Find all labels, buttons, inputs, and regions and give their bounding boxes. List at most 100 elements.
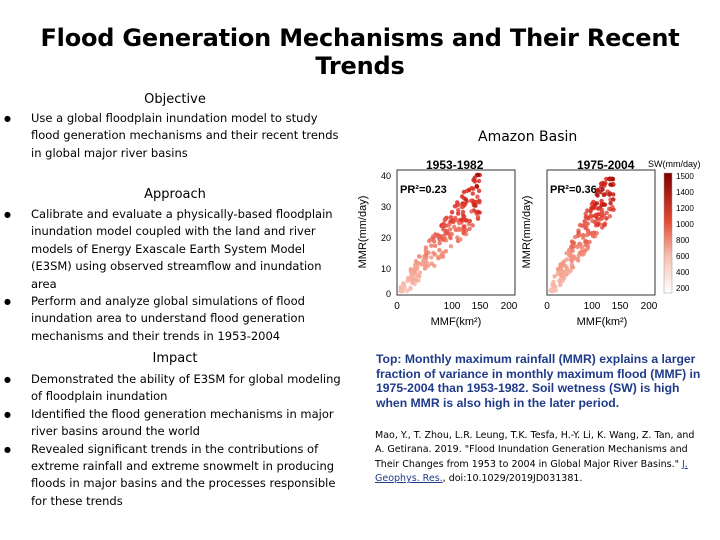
scatter-point — [423, 248, 428, 254]
scatter-point — [461, 230, 466, 235]
scatter-point — [452, 204, 458, 209]
panel-2: 1975-2004 PR²=0.36 0 100 150 200 MMF(km²… — [521, 158, 658, 328]
scatter-point — [429, 243, 434, 248]
colorbar-tick: 800 — [676, 236, 690, 245]
citation-journal-link[interactable]: J. Geophys. Res. — [375, 458, 688, 485]
panel-1-title: 1953-1982 — [426, 158, 484, 172]
scatter-point — [448, 235, 453, 241]
scatter-point — [599, 207, 604, 213]
scatter-point — [440, 250, 446, 255]
scatter-point — [476, 172, 481, 178]
scatter-point — [413, 259, 419, 264]
approach-item: Calibrate and evaluate a physically-base… — [4, 206, 349, 293]
panel-2-title: 1975-2004 — [577, 158, 635, 172]
scatter-point — [607, 206, 612, 211]
scatter-point — [417, 270, 423, 275]
scatter-point — [576, 253, 581, 258]
scatter-point — [589, 231, 595, 236]
impact-item: Revealed significant trends in the contr… — [4, 441, 344, 511]
scatter-point — [448, 215, 454, 220]
colorbar-label: SW(mm/day) — [648, 159, 701, 169]
x-axis-label: MMF(km²) — [577, 316, 628, 328]
basin-title: Amazon Basin — [478, 129, 578, 145]
scatter-point — [431, 239, 437, 244]
scatter-point — [417, 254, 423, 259]
scatter-point — [429, 255, 434, 260]
scatter-point — [600, 187, 605, 192]
panel-1: 1953-1982 PR²=0.23 40 30 20 10 0 0 100 1… — [357, 158, 518, 328]
scatter-point — [448, 244, 454, 249]
impact-heading: Impact — [152, 351, 198, 366]
scatter-point — [472, 179, 478, 184]
scatter-point — [398, 288, 404, 294]
scatter-point — [408, 286, 413, 291]
impact-item: Identified the flood generation mechanis… — [4, 406, 344, 441]
scatter-point — [413, 278, 419, 283]
scatter-point — [594, 191, 599, 197]
scatter-point — [595, 222, 601, 228]
scatter-point — [431, 235, 436, 240]
scatter-point — [464, 188, 470, 194]
scatter-point — [590, 205, 595, 211]
scatter-point — [599, 216, 605, 221]
approach-item: Perform and analyze global simulations o… — [4, 293, 349, 345]
scatter-point — [448, 219, 453, 224]
scatter-point — [599, 198, 604, 204]
scatter-point — [585, 229, 591, 234]
scatter-point — [561, 260, 566, 265]
panel-1-frame — [396, 169, 516, 296]
x-tick: 150 — [472, 301, 489, 312]
colorbar-scale — [663, 172, 673, 294]
scatter-point — [551, 283, 557, 288]
scatter-point — [412, 268, 417, 273]
scatter-point — [608, 191, 613, 196]
citation-doi: , doi:10.1029/2019JD031381. — [442, 473, 583, 485]
scatter-point — [405, 288, 410, 294]
x-tick: 0 — [394, 301, 400, 312]
scatter-point — [548, 288, 553, 293]
panel-2-frame — [546, 169, 656, 296]
scatter-point — [417, 274, 422, 279]
scatter-point — [476, 188, 482, 193]
scatter-point — [599, 211, 605, 216]
scatter-point — [444, 228, 449, 234]
scatter-point — [470, 191, 475, 196]
scatter-point — [464, 218, 469, 223]
scatter-point — [453, 215, 458, 221]
scatter-point — [576, 258, 581, 263]
approach-heading: Approach — [144, 187, 206, 202]
impact-item: Demonstrated the ability of E3SM for glo… — [4, 371, 344, 406]
scatter-point — [601, 192, 606, 197]
scatter-point — [583, 239, 588, 244]
scatter-point — [457, 220, 462, 226]
colorbar-tick: 200 — [676, 284, 690, 293]
scatter-point — [579, 223, 584, 228]
y-tick: 0 — [386, 289, 391, 299]
scatter-point — [585, 245, 591, 250]
scatter-point — [475, 194, 480, 199]
colorbar-tick: 1200 — [676, 204, 694, 213]
scatter-point — [556, 266, 561, 271]
scatter-point — [581, 235, 586, 240]
scatter-point — [475, 209, 480, 214]
scatter-point — [401, 281, 406, 286]
scatter-point — [407, 277, 412, 282]
scatter-point — [570, 265, 576, 270]
scatter-point — [577, 232, 582, 238]
scatter-point — [398, 285, 404, 290]
scatter-point — [441, 223, 446, 229]
y-axis-label: MMR(mm/day) — [357, 196, 369, 269]
scatter-point — [441, 237, 446, 242]
scatter-point — [458, 237, 463, 242]
colorbar-tick: 400 — [676, 268, 690, 277]
colorbar: SW(mm/day) 1500 1400 1200 1000 800 600 4… — [648, 159, 701, 294]
objective-heading: Objective — [144, 92, 206, 107]
scatter-point — [564, 266, 570, 271]
scatter-point — [595, 188, 600, 193]
panel-2-points — [548, 176, 616, 294]
scatter-point — [448, 227, 453, 232]
scatter-point — [441, 233, 446, 239]
scatter-point — [608, 182, 613, 187]
scatter-point — [442, 218, 447, 223]
scatter-point — [424, 252, 429, 257]
